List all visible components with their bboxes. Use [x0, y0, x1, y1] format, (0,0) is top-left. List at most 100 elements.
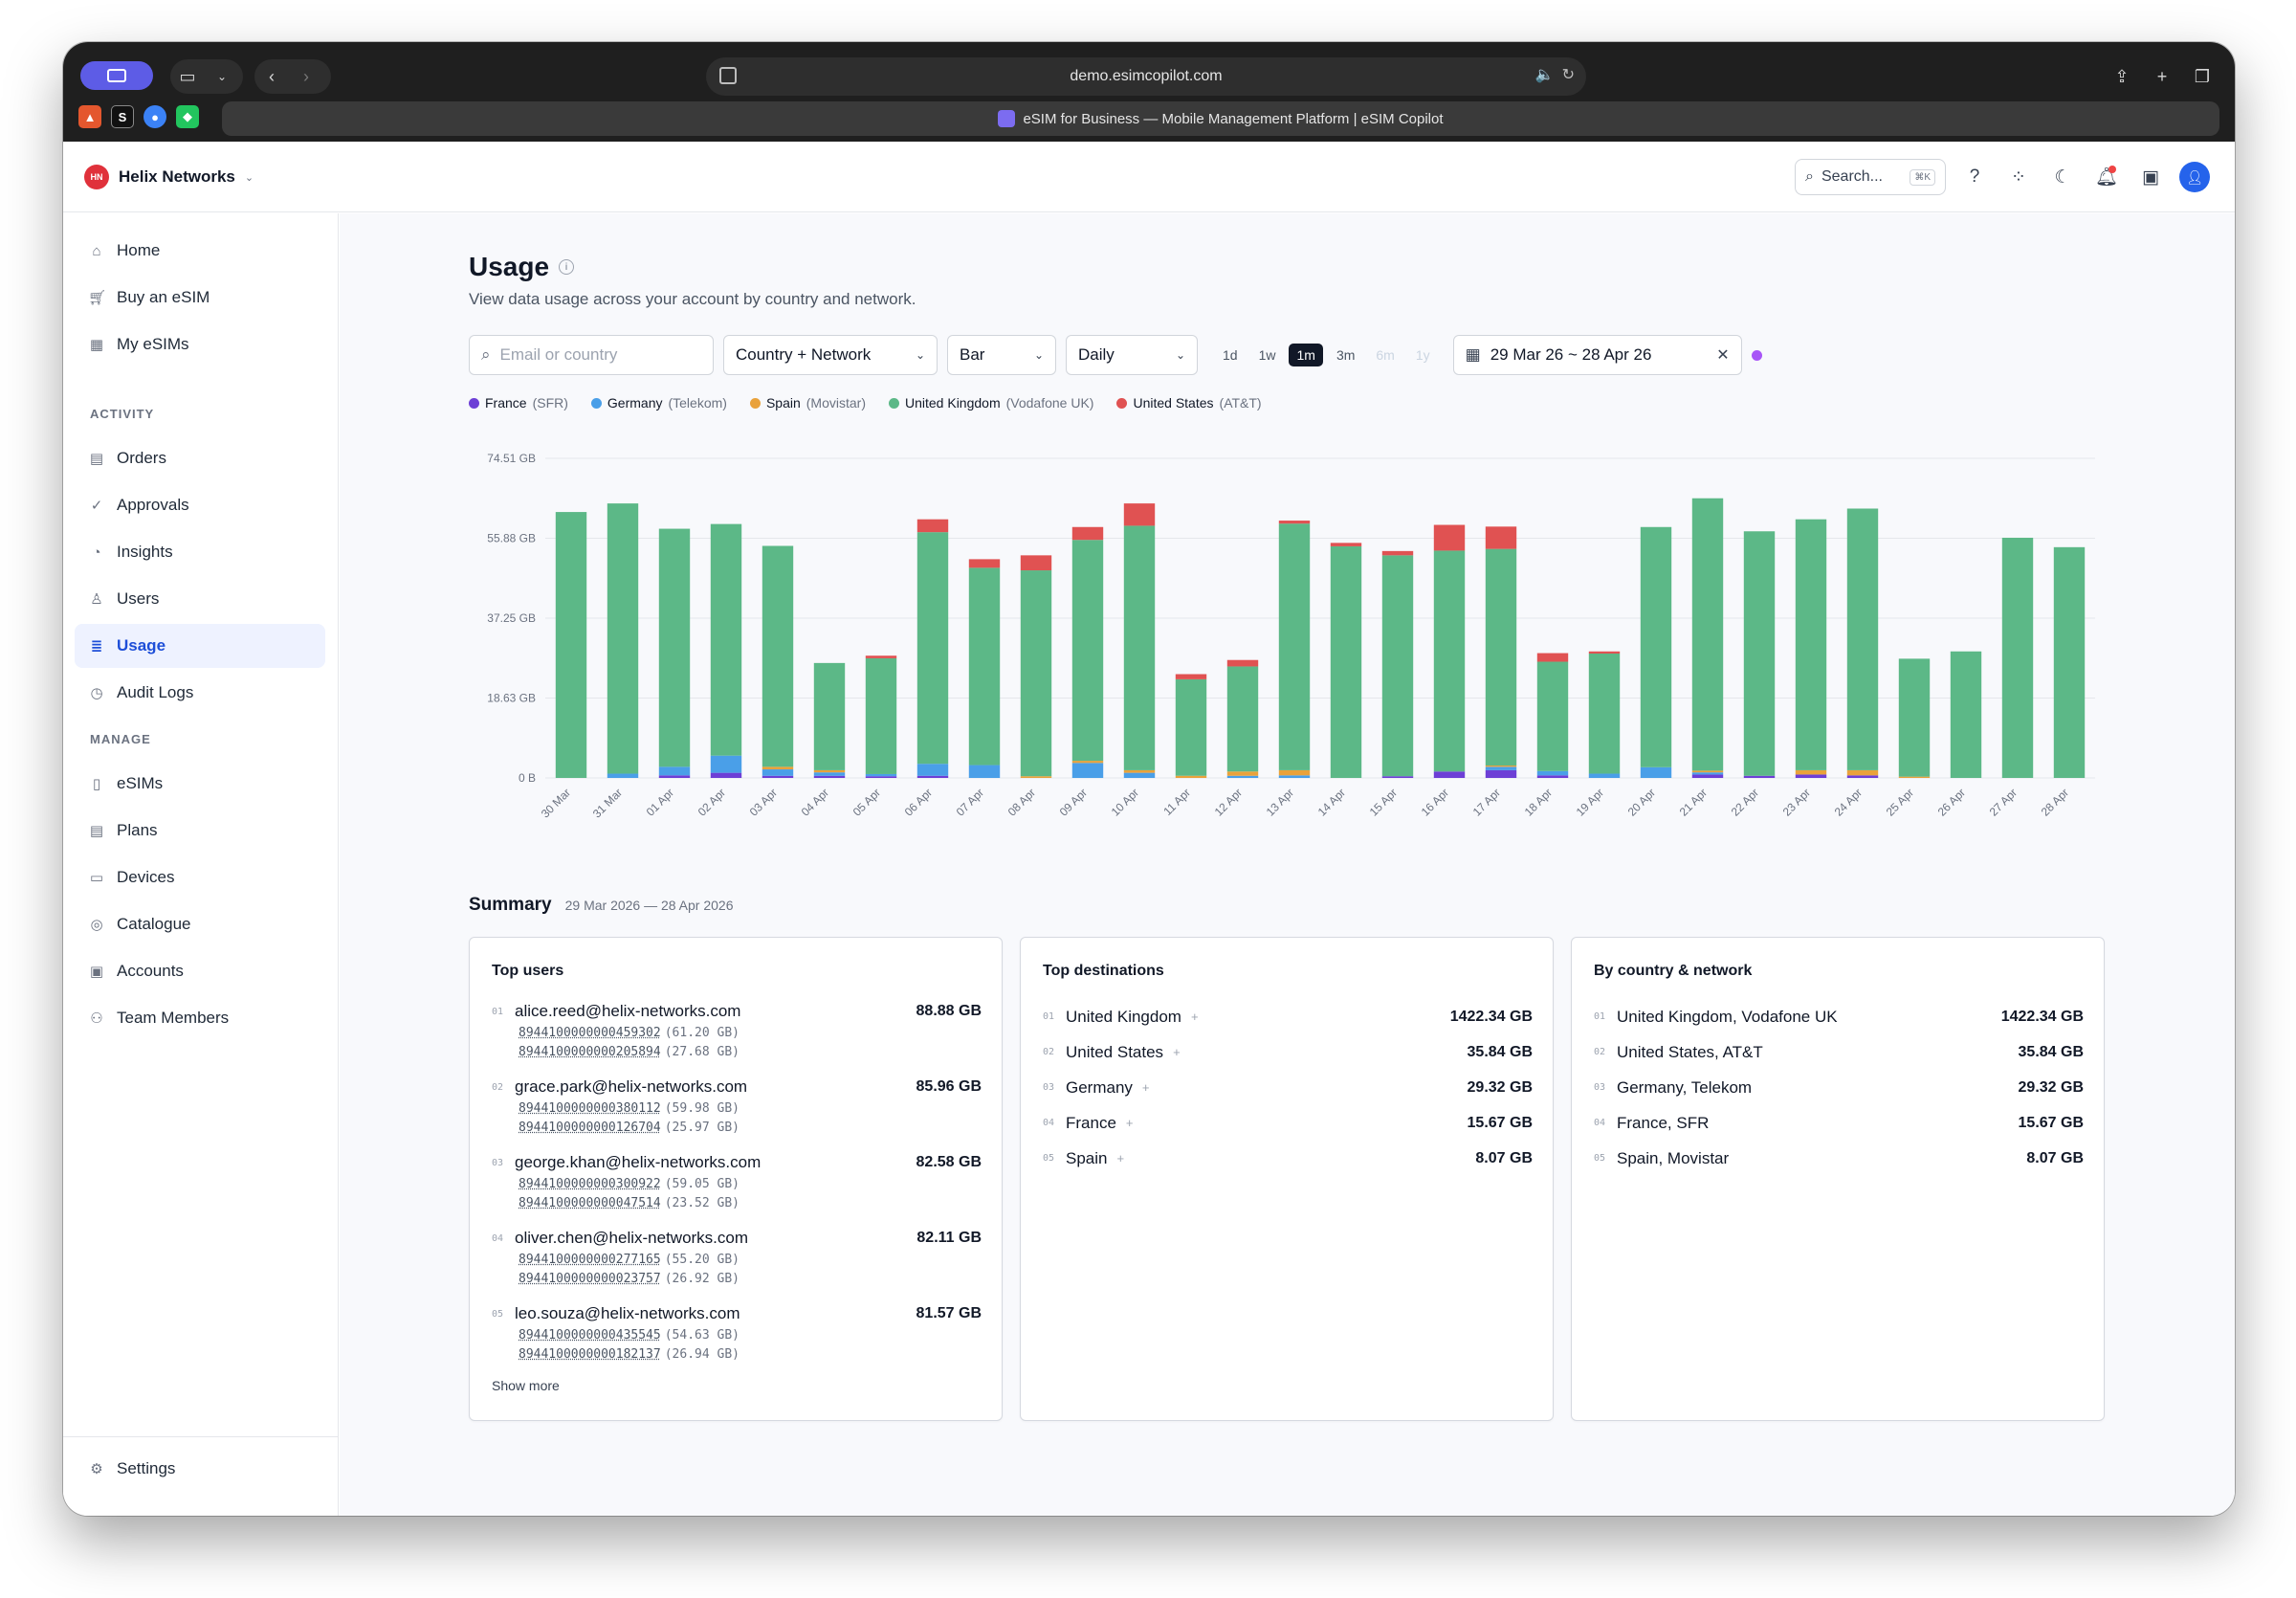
iccid-link[interactable]: 8944100000000182137 [519, 1347, 661, 1362]
bar-segment[interactable] [1691, 772, 1724, 775]
bar-segment[interactable] [1795, 769, 1827, 775]
search-button[interactable]: ⌕ Search... ⌘K [1795, 159, 1946, 195]
info-icon[interactable]: i [559, 259, 575, 275]
bar-segment[interactable] [710, 523, 742, 756]
bar-segment[interactable] [1691, 774, 1724, 778]
sidebar-item-usage[interactable]: ≣ Usage [75, 624, 325, 668]
sidebar-item-home[interactable]: ⌂ Home [75, 229, 325, 273]
bar-segment[interactable] [658, 775, 691, 778]
sidebar-item-my-esims[interactable]: ▦ My eSIMs [75, 322, 325, 366]
pinned-tab-2-icon[interactable]: S [111, 105, 134, 128]
list-item[interactable]: 05 Spain +8.07 GB [1043, 1141, 1533, 1176]
legend-item-germany[interactable]: Germany (Telekom) [590, 395, 727, 411]
bar-segment[interactable] [813, 772, 846, 776]
bar-segment[interactable] [916, 764, 949, 776]
audio-icon[interactable]: 🔈 [1534, 67, 1555, 83]
page-settings-icon[interactable] [719, 67, 737, 84]
bar-segment[interactable] [968, 559, 1001, 568]
top-user-row[interactable]: 03 george.khan@helix-networks.com 82.58 GB… [492, 1150, 982, 1226]
iccid-link[interactable]: 8944100000000023757 [519, 1272, 661, 1286]
bar-segment[interactable] [1536, 770, 1569, 776]
range-3m-button[interactable]: 3m [1336, 347, 1356, 363]
tab-overview-group[interactable]: ▭ ⌄ [170, 59, 243, 94]
legend-item-spain[interactable]: Spain (Movistar) [749, 395, 866, 411]
sidebar-item-team-members[interactable]: ⚇ Team Members [75, 996, 325, 1040]
bar-segment[interactable] [916, 532, 949, 765]
bar-segment[interactable] [865, 776, 897, 778]
bar-segment[interactable] [1640, 526, 1672, 767]
bar-segment[interactable] [607, 503, 639, 774]
list-item[interactable]: 01 United Kingdom +1422.34 GB [1043, 999, 1533, 1034]
bar-segment[interactable] [762, 769, 794, 776]
bar-segment[interactable] [1588, 773, 1621, 778]
bar-segment[interactable] [1898, 776, 1931, 778]
top-user-row[interactable]: 02 grace.park@helix-networks.com 85.96 GB 8… [492, 1075, 982, 1150]
sidebar-item-orders[interactable]: ▤ Orders [75, 436, 325, 480]
plus-icon[interactable]: + [1116, 1151, 1125, 1165]
pinned-tab-4-icon[interactable]: ◆ [176, 105, 199, 128]
reload-icon[interactable]: ↻ [1561, 67, 1575, 83]
apps-grid-icon[interactable]: ⁘ [2011, 166, 2026, 188]
new-tab-icon[interactable]: + [2156, 66, 2168, 86]
bar-segment[interactable] [1485, 766, 1517, 770]
sidebar-item-esims[interactable]: ▯ eSIMs [75, 762, 325, 806]
bar-segment[interactable] [2053, 546, 2086, 778]
legend-item-france[interactable]: France (SFR) [469, 395, 568, 411]
list-item[interactable]: 04 France +15.67 GB [1043, 1105, 1533, 1141]
search-input[interactable]: Email or country [499, 345, 618, 364]
bar-segment[interactable] [762, 775, 794, 778]
bar-segment[interactable] [865, 655, 897, 658]
plus-icon[interactable]: + [1141, 1080, 1150, 1095]
bar-segment[interactable] [710, 772, 742, 778]
bar-segment[interactable] [813, 775, 846, 778]
bar-segment[interactable] [2001, 537, 2034, 778]
help-icon[interactable]: ? [1969, 166, 1980, 187]
user-email[interactable]: leo.souza@helix-networks.com [515, 1304, 740, 1322]
iccid-link[interactable]: 8944100000000126704 [519, 1121, 661, 1135]
range-1m-button[interactable]: 1m [1289, 344, 1323, 366]
range-1w-button[interactable]: 1w [1258, 347, 1276, 363]
bar-segment[interactable] [555, 512, 587, 778]
legend-item-united-kingdom[interactable]: United Kingdom (Vodafone UK) [889, 395, 1093, 411]
iccid-link[interactable]: 8944100000000047514 [519, 1196, 661, 1210]
iccid-link[interactable]: 8944100000000459302 [519, 1026, 661, 1040]
show-more-link[interactable]: Show more [492, 1378, 560, 1393]
bar-segment[interactable] [1278, 775, 1311, 778]
iccid-link[interactable]: 8944100000000277165 [519, 1253, 661, 1267]
iccid-link[interactable]: 8944100000000205894 [519, 1045, 661, 1059]
bar-segment[interactable] [1020, 555, 1052, 571]
bar-segment[interactable] [1020, 776, 1052, 778]
bar-segment[interactable] [1433, 524, 1466, 551]
bar-segment[interactable] [1898, 658, 1931, 777]
bar-segment[interactable] [1433, 550, 1466, 772]
legend-item-united-states[interactable]: United States (AT&T) [1116, 395, 1262, 411]
back-icon[interactable]: ‹ [269, 66, 275, 86]
bar-segment[interactable] [1226, 659, 1259, 667]
bar-segment[interactable] [1795, 519, 1827, 770]
search-field[interactable]: ⌕ Email or country [469, 335, 714, 375]
bar-segment[interactable] [1071, 763, 1104, 778]
pinned-tab-1-icon[interactable]: ▲ [78, 105, 101, 128]
active-tab[interactable]: eSIM for Business — Mobile Management Pl… [222, 101, 2219, 136]
browser-sidebar-pill[interactable] [80, 61, 153, 90]
top-user-row[interactable]: 05 leo.souza@helix-networks.com 81.57 GB 89… [492, 1301, 982, 1377]
bar-segment[interactable] [1123, 503, 1156, 526]
forward-icon[interactable]: › [303, 66, 309, 86]
bar-segment[interactable] [1278, 521, 1311, 524]
bar-segment[interactable] [865, 657, 897, 774]
bar-segment[interactable] [1071, 761, 1104, 764]
bar-segment[interactable] [1588, 651, 1621, 655]
sidebar-item-buy-esim[interactable]: 🛒︎ Buy an eSIM [75, 276, 325, 320]
user-email[interactable]: oliver.chen@helix-networks.com [515, 1229, 749, 1247]
bar-segment[interactable] [1381, 550, 1414, 556]
bar-segment[interactable] [762, 766, 794, 770]
pinned-tab-3-icon[interactable]: ● [144, 105, 166, 128]
iccid-link[interactable]: 8944100000000300922 [519, 1177, 661, 1191]
sidebar-item-audit-logs[interactable]: ◷ Audit Logs [75, 671, 325, 715]
bar-segment[interactable] [1123, 772, 1156, 778]
sidebar-item-approvals[interactable]: ✓ Approvals [75, 483, 325, 527]
bar-segment[interactable] [1226, 771, 1259, 776]
bar-segment[interactable] [762, 545, 794, 767]
iccid-link[interactable]: 8944100000000380112 [519, 1101, 661, 1116]
bar-segment[interactable] [1330, 543, 1362, 546]
